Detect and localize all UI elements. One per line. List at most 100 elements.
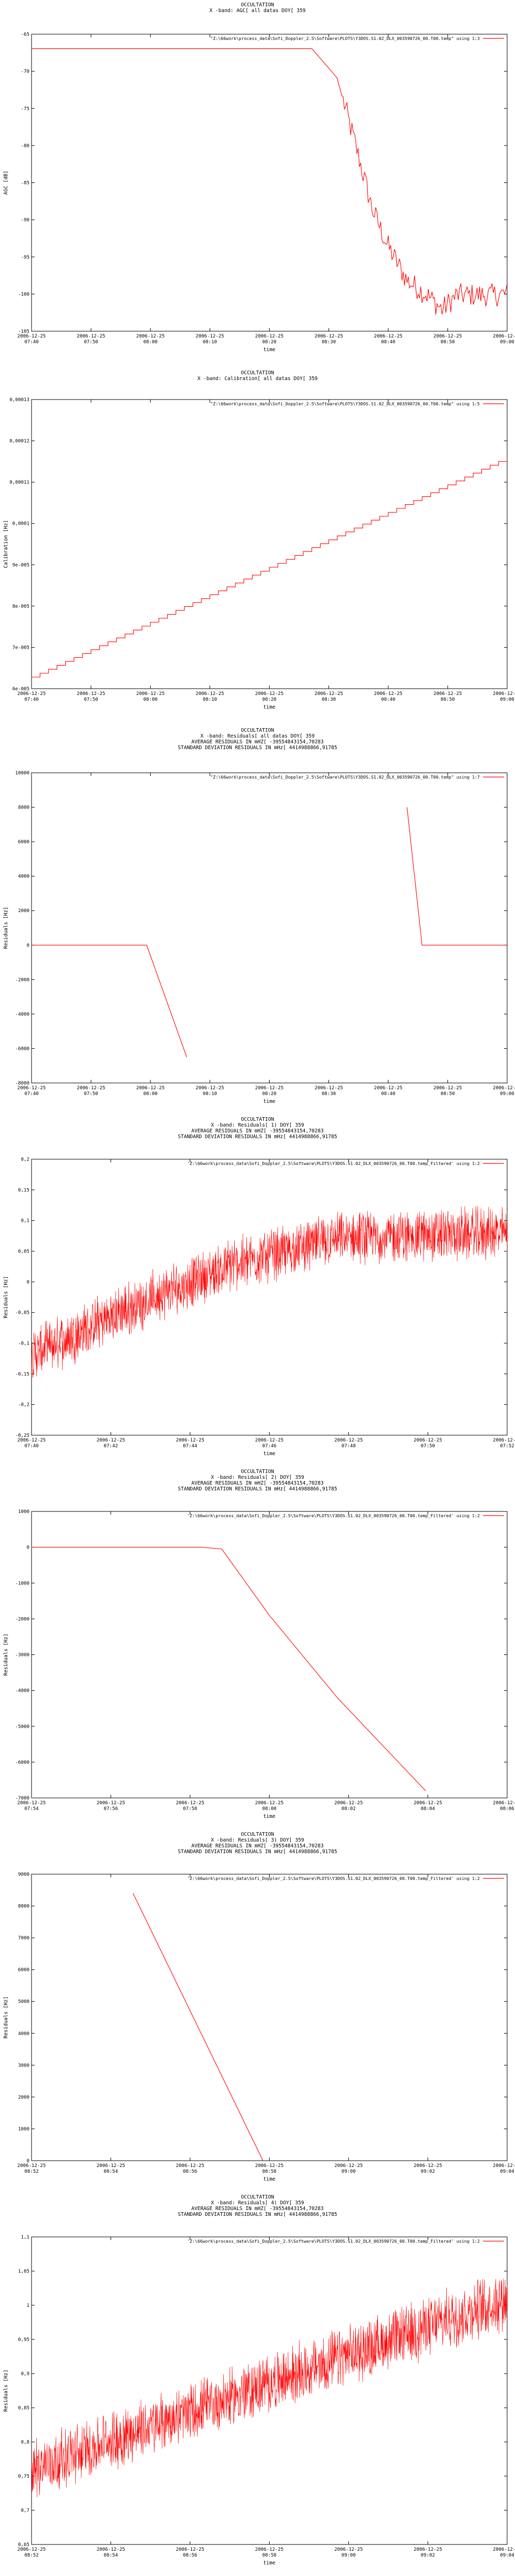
x-tick-label: 07:44 bbox=[183, 1444, 197, 1449]
y-tick-label: 6000 bbox=[18, 1968, 29, 1973]
x-tick-label: 2006-12-25 bbox=[255, 334, 283, 339]
y-tick-label: 4000 bbox=[18, 874, 29, 880]
y-tick-label: 7000 bbox=[18, 1936, 29, 1941]
x-tick-label: 08:50 bbox=[440, 1091, 455, 1097]
y-tick-label: 0,0001 bbox=[12, 522, 29, 527]
x-tick-label: 2006-12-25 bbox=[434, 1086, 462, 1091]
y-tick-label: -0,2 bbox=[18, 1403, 29, 1408]
x-axis-label: time bbox=[263, 1814, 275, 1819]
y-tick-label: -70 bbox=[21, 69, 29, 75]
y-tick-label: 1 bbox=[27, 2303, 29, 2308]
y-tick-label: -75 bbox=[21, 106, 29, 111]
x-tick-label: 2006-12-25 bbox=[374, 334, 403, 339]
y-tick-label: 1,05 bbox=[18, 2269, 29, 2274]
chart-title-line: OCCULTATION bbox=[241, 2, 274, 8]
chart-title-line: OCCULTATION bbox=[241, 2194, 274, 2200]
y-axis-label: Residuals [Hz] bbox=[3, 1633, 9, 1675]
series-group bbox=[32, 2278, 507, 2498]
y-tick-label: 6e-005 bbox=[12, 687, 29, 692]
x-tick-label: 2006-12-25 bbox=[434, 691, 462, 697]
chart-title-line: STANDARD DEVIATION RESIDUALS IN mHz[ 441… bbox=[178, 745, 337, 751]
chart-title-line: AVERAGE RESIDUALS IN mHZ[ -39554843154,7… bbox=[191, 1480, 324, 1486]
x-tick-label: 09:00 bbox=[342, 2553, 356, 2558]
chart-title-line: STANDARD DEVIATION RESIDUALS IN mHz[ 441… bbox=[178, 1134, 337, 1140]
x-tick-label: 2006-12-25 bbox=[17, 1438, 46, 1443]
x-tick-label: 2006-12-25 bbox=[255, 1086, 283, 1091]
x-tick-label: 08:56 bbox=[183, 2169, 197, 2174]
x-tick-label: 08:20 bbox=[262, 340, 276, 345]
x-tick-label: 08:40 bbox=[381, 1091, 395, 1097]
chart-title-line: OCCULTATION bbox=[241, 728, 274, 733]
x-axis-label: time bbox=[263, 1099, 275, 1105]
y-tick-label: 0 bbox=[27, 1280, 29, 1285]
x-tick-label: 08:06 bbox=[500, 1806, 514, 1812]
x-tick-label: 08:52 bbox=[24, 2553, 38, 2558]
x-tick-label: 07:56 bbox=[104, 1806, 118, 1812]
x-tick-label: 07:52 bbox=[500, 1444, 514, 1449]
x-tick-label: 09:00 bbox=[342, 2169, 356, 2174]
x-tick-label: 2006-12-25 bbox=[334, 2547, 363, 2552]
x-tick-label: 2006-12-25 bbox=[176, 1801, 204, 1806]
y-tick-label: -95 bbox=[21, 255, 29, 260]
x-tick-label: 2006-12-25 bbox=[77, 334, 105, 339]
x-tick-label: 2006-12-25 bbox=[315, 1086, 343, 1091]
x-tick-label: 2006-12-25 bbox=[334, 2163, 363, 2169]
chart-title-line: OCCULTATION bbox=[241, 1832, 274, 1837]
x-tick-label: 2006-12-25 bbox=[136, 1086, 164, 1091]
y-tick-label: -0,15 bbox=[15, 1372, 29, 1377]
x-tick-label: 08:30 bbox=[322, 340, 336, 345]
y-axis-label: Residuals [Hz] bbox=[3, 1276, 9, 1318]
series-group bbox=[32, 48, 507, 315]
y-tick-label: -6000 bbox=[15, 1046, 29, 1051]
y-tick-label: 0,8 bbox=[21, 2440, 29, 2445]
legend-label: 'Z:\66work\process_data\Sofi_Doppler_2.5… bbox=[187, 2238, 480, 2244]
plot-frame bbox=[31, 1874, 508, 2161]
x-tick-label: 07:54 bbox=[24, 1806, 38, 1812]
chart-title-line: X -band: Residuals[ 3) DOY[ 359 bbox=[211, 1837, 304, 1843]
series-group bbox=[32, 457, 507, 678]
y-tick-label: 0 bbox=[27, 1545, 29, 1550]
legend-label: "Z:\66work\process_data\Sofi_Doppler_2.5… bbox=[210, 774, 480, 780]
x-tick-label: 2006-12-25 bbox=[17, 334, 46, 339]
y-tick-label: -0,1 bbox=[18, 1341, 29, 1346]
y-tick-label: -7000 bbox=[15, 1796, 29, 1801]
x-tick-label: 08:04 bbox=[421, 1806, 435, 1812]
x-tick-label: 09:02 bbox=[421, 2169, 435, 2174]
y-tick-label: 0,85 bbox=[18, 2406, 29, 2411]
x-tick-label: 2006-12-25 bbox=[334, 1801, 363, 1806]
x-tick-label: 2006-12-25 bbox=[493, 1801, 515, 1806]
y-tick-label: 8e-005 bbox=[12, 604, 29, 609]
y-tick-label: 3000 bbox=[18, 2063, 29, 2068]
x-tick-label: 07:50 bbox=[84, 697, 98, 702]
x-tick-label: 07:40 bbox=[24, 697, 38, 702]
x-tick-label: 07:40 bbox=[24, 340, 38, 345]
y-tick-label: -80 bbox=[21, 144, 29, 149]
y-tick-label: 0,75 bbox=[18, 2474, 29, 2479]
x-tick-label: 2006-12-25 bbox=[414, 2547, 442, 2552]
y-tick-label: -65 bbox=[21, 32, 29, 37]
legend-label: "Z:\66work\process_data\Sofi_Doppler_2.5… bbox=[210, 36, 480, 41]
x-tick-label: 2006-12-25 bbox=[136, 334, 164, 339]
x-tick-label: 2006-12-25 bbox=[315, 334, 343, 339]
y-tick-label: 0 bbox=[27, 943, 29, 948]
series-line bbox=[32, 945, 187, 1057]
y-tick-label: 7e-005 bbox=[12, 645, 29, 650]
y-tick-label: -6000 bbox=[15, 1760, 29, 1765]
chart-title-line: AVERAGE RESIDUALS IN mHZ[ -39554843154,7… bbox=[191, 739, 324, 745]
x-tick-label: 2006-12-25 bbox=[195, 691, 224, 697]
x-tick-label: 08:20 bbox=[262, 697, 276, 702]
y-tick-label: 10000 bbox=[15, 771, 29, 776]
y-axis-label: Calibration [Hz] bbox=[3, 520, 9, 568]
x-tick-label: 2006-12-25 bbox=[97, 2163, 125, 2169]
x-tick-label: 2006-12-25 bbox=[17, 691, 46, 697]
plot-frame bbox=[31, 34, 508, 332]
x-tick-label: 08:30 bbox=[322, 1091, 336, 1097]
x-tick-label: 08:54 bbox=[104, 2169, 118, 2174]
y-tick-label: 0,00011 bbox=[9, 480, 29, 485]
series-group bbox=[32, 807, 507, 1057]
y-tick-label: -8000 bbox=[15, 1081, 29, 1086]
y-axis-label: AGC [dB] bbox=[3, 171, 9, 195]
x-axis-label: time bbox=[263, 347, 275, 353]
chart-title-line: X -band: Residuals[ 1) DOY[ 359 bbox=[211, 1122, 304, 1128]
